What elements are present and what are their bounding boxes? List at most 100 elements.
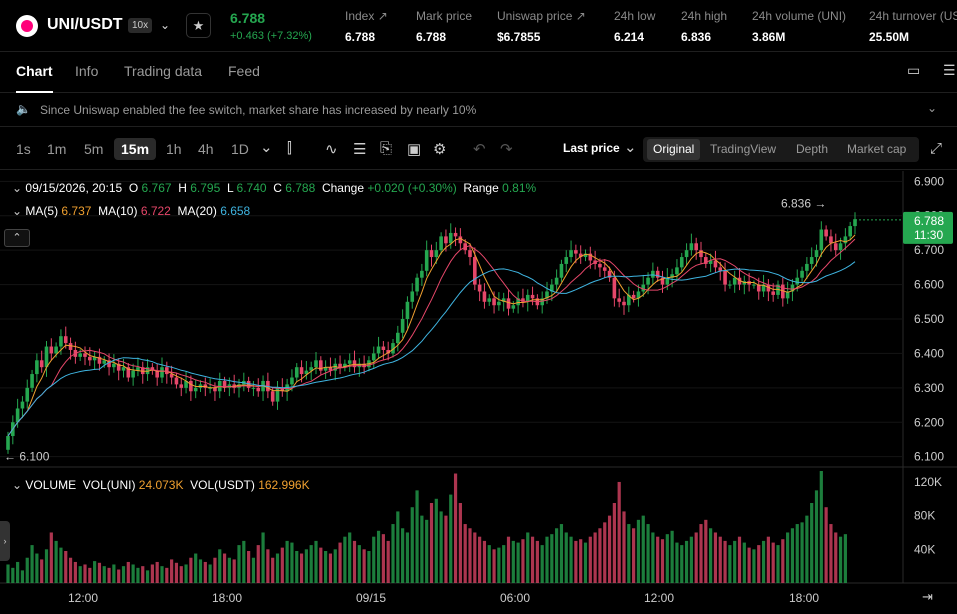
fullscreen-icon[interactable]: ⤢ bbox=[930, 140, 943, 157]
volume-bar bbox=[376, 530, 381, 583]
volume-bar bbox=[598, 528, 602, 583]
settings-gear-icon[interactable]: ⚙ bbox=[433, 141, 447, 158]
collapse-chevron-icon[interactable]: ⌄ bbox=[12, 204, 23, 218]
candle-body bbox=[453, 232, 458, 237]
candle-body bbox=[525, 294, 530, 302]
candle-body bbox=[140, 367, 145, 375]
undo-icon[interactable]: ↶ bbox=[473, 141, 486, 158]
volume-bar bbox=[362, 549, 366, 583]
chevron-down-icon[interactable]: ⌄ bbox=[624, 139, 637, 156]
tf-5m[interactable]: 5m bbox=[84, 141, 104, 157]
volume-bar bbox=[458, 503, 462, 583]
candle-body bbox=[540, 298, 544, 306]
stat-uniswap-price[interactable]: Uniswap price ↗ $6.7855 bbox=[497, 9, 586, 44]
collapse-chevron-icon[interactable]: ⌄ bbox=[12, 181, 23, 195]
uniswap-logo-icon bbox=[16, 15, 38, 37]
volume-bar bbox=[540, 545, 544, 583]
tf-1m[interactable]: 1m bbox=[47, 141, 67, 157]
volume-bar bbox=[280, 547, 284, 583]
tf-1s[interactable]: 1s bbox=[16, 141, 31, 157]
expand-panel-handle[interactable]: › bbox=[0, 521, 10, 561]
chevron-down-icon[interactable]: ⌄ bbox=[160, 18, 171, 32]
screenshot-icon[interactable]: ▣ bbox=[407, 141, 422, 158]
candle-body bbox=[256, 387, 261, 392]
layout-icon[interactable]: ▭ bbox=[907, 62, 921, 78]
candle-body bbox=[646, 277, 650, 285]
price-tick-label: 6.100 bbox=[914, 450, 944, 464]
volume-bar bbox=[295, 551, 299, 583]
menu-icon[interactable]: ☰ bbox=[943, 62, 956, 78]
collapse-chevron-icon[interactable]: ⌄ bbox=[12, 478, 23, 492]
volume-bar bbox=[814, 490, 819, 583]
announcement-bar[interactable]: 🔈 Since Uniswap enabled the fee switch, … bbox=[0, 94, 957, 127]
candle-body bbox=[121, 367, 126, 371]
collapse-legend-button[interactable]: ⌃ bbox=[4, 229, 30, 247]
volume-bar bbox=[401, 528, 405, 583]
volume-bar bbox=[463, 524, 467, 583]
volume-bar bbox=[511, 540, 515, 583]
tab-chart[interactable]: Chart bbox=[16, 63, 53, 79]
volume-bar bbox=[771, 542, 775, 583]
favorite-star-icon[interactable]: ★ bbox=[186, 13, 211, 38]
tf-1d[interactable]: 1D bbox=[231, 141, 249, 157]
time-tick-label: 12:00 bbox=[644, 591, 674, 605]
candle-body bbox=[415, 277, 419, 292]
candle-body bbox=[338, 363, 342, 368]
candle-body bbox=[88, 356, 92, 361]
volume-bar bbox=[391, 524, 395, 583]
stat-24h-turnover: 24h turnover (USDT)25.50M bbox=[869, 9, 957, 44]
candle-body bbox=[381, 346, 386, 350]
volume-bar bbox=[415, 490, 419, 583]
tab-trading-data[interactable]: Trading data bbox=[124, 63, 203, 79]
candlestick-chart[interactable]: 6.9006.8006.7006.6006.5006.4006.3006.200… bbox=[0, 171, 957, 614]
volume-bar bbox=[11, 567, 15, 583]
stat-index[interactable]: Index ↗ 6.788 bbox=[345, 9, 388, 44]
active-tab-indicator bbox=[16, 91, 53, 93]
stat-24h-high: 24h high 6.836 bbox=[681, 9, 728, 44]
stat-24h-volume: 24h volume (UNI) 3.86M bbox=[752, 9, 847, 44]
indicators-icon[interactable]: ∿ bbox=[325, 141, 338, 158]
candle-body bbox=[424, 250, 429, 271]
candle-body bbox=[737, 277, 742, 285]
volume-bar bbox=[434, 498, 438, 583]
candle-body bbox=[15, 408, 20, 423]
view-depth[interactable]: Depth bbox=[796, 142, 829, 156]
price-tick-label: 6.300 bbox=[914, 381, 944, 395]
volume-bar bbox=[453, 473, 458, 583]
tf-1h[interactable]: 1h bbox=[166, 141, 182, 157]
volume-bar bbox=[372, 536, 376, 583]
volume-bar bbox=[6, 564, 10, 583]
view-market-cap[interactable]: Market cap bbox=[847, 142, 907, 156]
volume-bar bbox=[535, 540, 539, 583]
candle-body bbox=[92, 356, 97, 361]
volume-bar bbox=[222, 553, 227, 583]
speaker-icon: 🔈 bbox=[16, 102, 31, 116]
volume-bar bbox=[487, 545, 491, 583]
chevron-down-icon[interactable]: ⌄ bbox=[927, 101, 938, 115]
volume-bar bbox=[506, 536, 511, 583]
candle-type-icon[interactable]: ⫿ bbox=[287, 140, 292, 157]
volume-bar bbox=[179, 566, 183, 583]
symbol-label[interactable]: UNI/USDT bbox=[47, 16, 123, 33]
view-tradingview[interactable]: TradingView bbox=[710, 142, 777, 156]
tab-info[interactable]: Info bbox=[75, 63, 99, 79]
tab-feed[interactable]: Feed bbox=[228, 63, 260, 79]
candle-body bbox=[766, 284, 771, 292]
template-icon[interactable]: ⎘ bbox=[380, 140, 393, 157]
candle-body bbox=[694, 243, 698, 251]
price-type-select[interactable]: Last price bbox=[563, 141, 620, 155]
candle-body bbox=[511, 305, 516, 309]
view-switch: Original TradingView Depth Market cap bbox=[643, 137, 919, 162]
tf-4h[interactable]: 4h bbox=[198, 141, 214, 157]
drawing-list-icon[interactable]: ☰ bbox=[353, 141, 367, 158]
volume-bar bbox=[319, 547, 323, 583]
redo-icon[interactable]: ↷ bbox=[500, 141, 513, 158]
view-original[interactable]: Original bbox=[647, 139, 701, 160]
chevron-down-icon[interactable]: ⌄ bbox=[260, 139, 273, 156]
volume-bar bbox=[290, 542, 294, 583]
scroll-to-latest-icon[interactable]: ⇥ bbox=[922, 589, 933, 604]
volume-bar bbox=[425, 519, 429, 583]
tf-15m[interactable]: 15m bbox=[114, 138, 157, 160]
volume-bar bbox=[555, 528, 559, 583]
chart-area[interactable]: 6.9006.8006.7006.6006.5006.4006.3006.200… bbox=[0, 171, 957, 614]
